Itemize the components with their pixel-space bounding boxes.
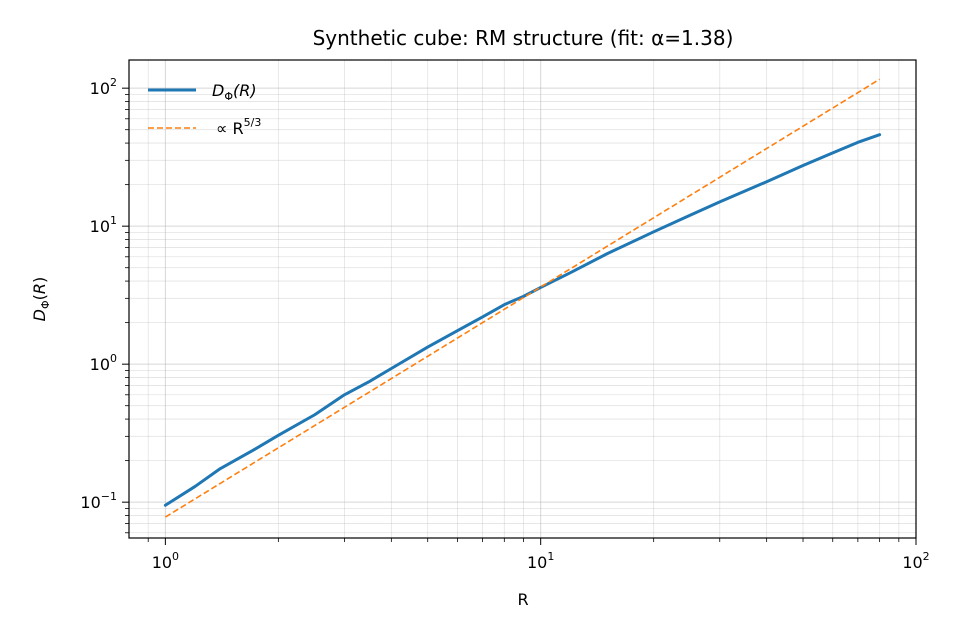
plot-frame [128,59,917,539]
chart-title: Synthetic cube: RM structure (fit: α=1.3… [313,26,734,50]
series-layer [163,78,882,518]
series-structure-function-line [163,133,882,507]
plot-area [128,59,917,539]
x-tick-label: 102 [902,550,929,572]
minor-gridlines [129,60,916,538]
y-axis: 10−1 100 101 102 [80,76,129,534]
x-axis-label: R [517,590,528,609]
y-tick-label: 100 [90,352,117,374]
y-tick-label: 102 [90,76,117,98]
y-tick-label: 101 [90,214,117,236]
y-tick-label: 10−1 [80,490,117,512]
svg-text:DΦ(R): DΦ(R) [30,277,52,322]
legend: DΦ(R) ∝ R5/3 [148,81,261,138]
y-axis-label: DΦ(R) [30,277,52,322]
x-axis: 100 101 102 [147,538,930,572]
x-tick-label: 101 [527,550,554,572]
x-tick-label: 100 [152,550,179,572]
legend-label-power-law: ∝ R5/3 [216,116,261,138]
legend-label-structure-function: DΦ(R) [212,81,257,103]
series-power-law-reference-line [164,78,881,518]
